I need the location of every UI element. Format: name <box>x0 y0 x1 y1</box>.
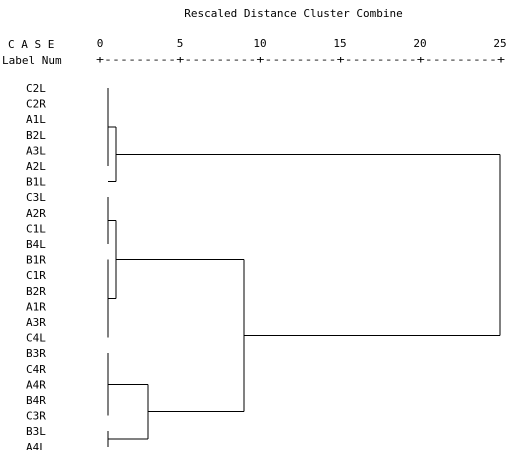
leaf-label: C4L <box>26 332 46 345</box>
axis-tick-label: 15 <box>333 37 346 50</box>
leaf-label: B1L <box>26 176 46 189</box>
leaf-label: C3R <box>26 410 46 423</box>
leaf-label: B2R <box>26 285 46 298</box>
leaf-label: A4L <box>26 441 46 450</box>
leaf-label: A2L <box>26 160 46 173</box>
leaf-label: A3L <box>26 144 46 157</box>
leaf-label: C4R <box>26 363 46 376</box>
axis-ruler: +---------+---------+---------+---------… <box>96 53 505 66</box>
axis-tick-label: 0 <box>97 37 104 50</box>
leaf-label: B4R <box>26 394 46 407</box>
axis-tick-label: 25 <box>493 37 506 50</box>
leaf-label: C1L <box>26 222 46 235</box>
leaf-label: C2R <box>26 98 46 111</box>
leaf-label: C3L <box>26 191 46 204</box>
leaf-label: A3R <box>26 316 46 329</box>
leaf-label: A2R <box>26 207 46 220</box>
leaf-label: B3L <box>26 425 46 438</box>
leaf-label: A1L <box>26 113 46 126</box>
leaf-label: B2L <box>26 129 46 142</box>
axis-tick-label: 20 <box>413 37 426 50</box>
leaf-label: B3R <box>26 347 46 360</box>
leaf-label: B4L <box>26 238 46 251</box>
leaf-label: A1R <box>26 300 46 313</box>
leaf-label: B1R <box>26 254 46 267</box>
leaf-label: A4R <box>26 378 46 391</box>
leaf-label: C1R <box>26 269 46 282</box>
axis-tick-label: 10 <box>253 37 266 50</box>
axis-tick-label: 5 <box>177 37 184 50</box>
leaf-label: C2L <box>26 82 46 95</box>
